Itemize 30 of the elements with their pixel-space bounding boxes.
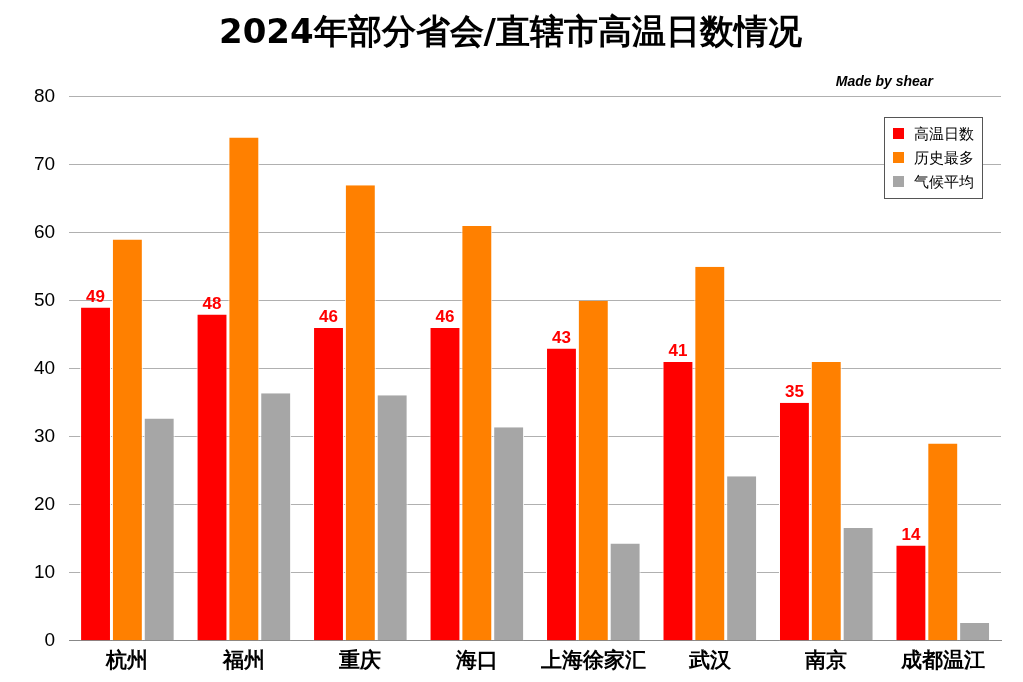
data-label: 49 (86, 286, 105, 306)
data-label: 46 (319, 307, 338, 327)
data-label: 35 (784, 381, 804, 401)
y-tick-label: 60 (33, 221, 56, 243)
y-tick-label: 0 (44, 629, 56, 651)
x-tick-label: 海口 (454, 647, 498, 672)
x-tick-label: 福州 (221, 647, 265, 672)
y-tick-label: 40 (33, 357, 56, 379)
x-tick-label: 上海徐家汇 (539, 647, 646, 672)
y-tick-label: 10 (33, 561, 56, 583)
legend-label: 高温日数 (914, 123, 974, 145)
data-label: 48 (202, 293, 222, 313)
y-tick-label: 30 (33, 425, 56, 447)
x-tick-label: 南京 (804, 647, 848, 672)
x-tick-label: 重庆 (338, 647, 382, 672)
data-label: 14 (901, 524, 921, 544)
x-tick-label: 武汉 (687, 647, 732, 672)
data-label: 43 (552, 327, 571, 347)
legend-label: 气候平均 (914, 171, 974, 193)
x-tick-label: 杭州 (105, 647, 149, 672)
x-tick-label: 成都温江 (899, 647, 985, 672)
text: Made by shear (835, 72, 935, 89)
data-label: 46 (435, 307, 455, 327)
y-tick-label: 50 (33, 289, 56, 311)
y-tick-label: 70 (33, 153, 56, 175)
data-label: 41 (668, 341, 688, 361)
chart-title: 2024年部分省会/直辖市高温日数情况 (218, 11, 804, 52)
y-tick-label: 20 (33, 493, 56, 515)
legend-label: 历史最多 (914, 147, 974, 169)
y-tick-label: 80 (33, 85, 56, 107)
